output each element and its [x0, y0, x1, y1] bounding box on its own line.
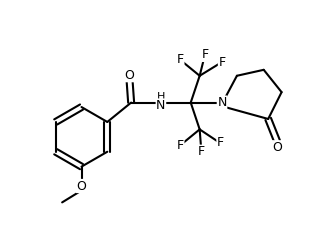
- Text: O: O: [125, 69, 135, 82]
- Text: F: F: [217, 136, 224, 149]
- Text: O: O: [272, 141, 282, 154]
- Text: F: F: [177, 139, 184, 152]
- Text: F: F: [197, 145, 205, 158]
- Text: O: O: [77, 180, 87, 193]
- Text: N: N: [156, 99, 166, 112]
- Text: F: F: [218, 56, 226, 69]
- Text: F: F: [202, 48, 209, 61]
- Text: F: F: [177, 53, 184, 66]
- Text: N: N: [217, 96, 227, 109]
- Text: H: H: [157, 92, 165, 102]
